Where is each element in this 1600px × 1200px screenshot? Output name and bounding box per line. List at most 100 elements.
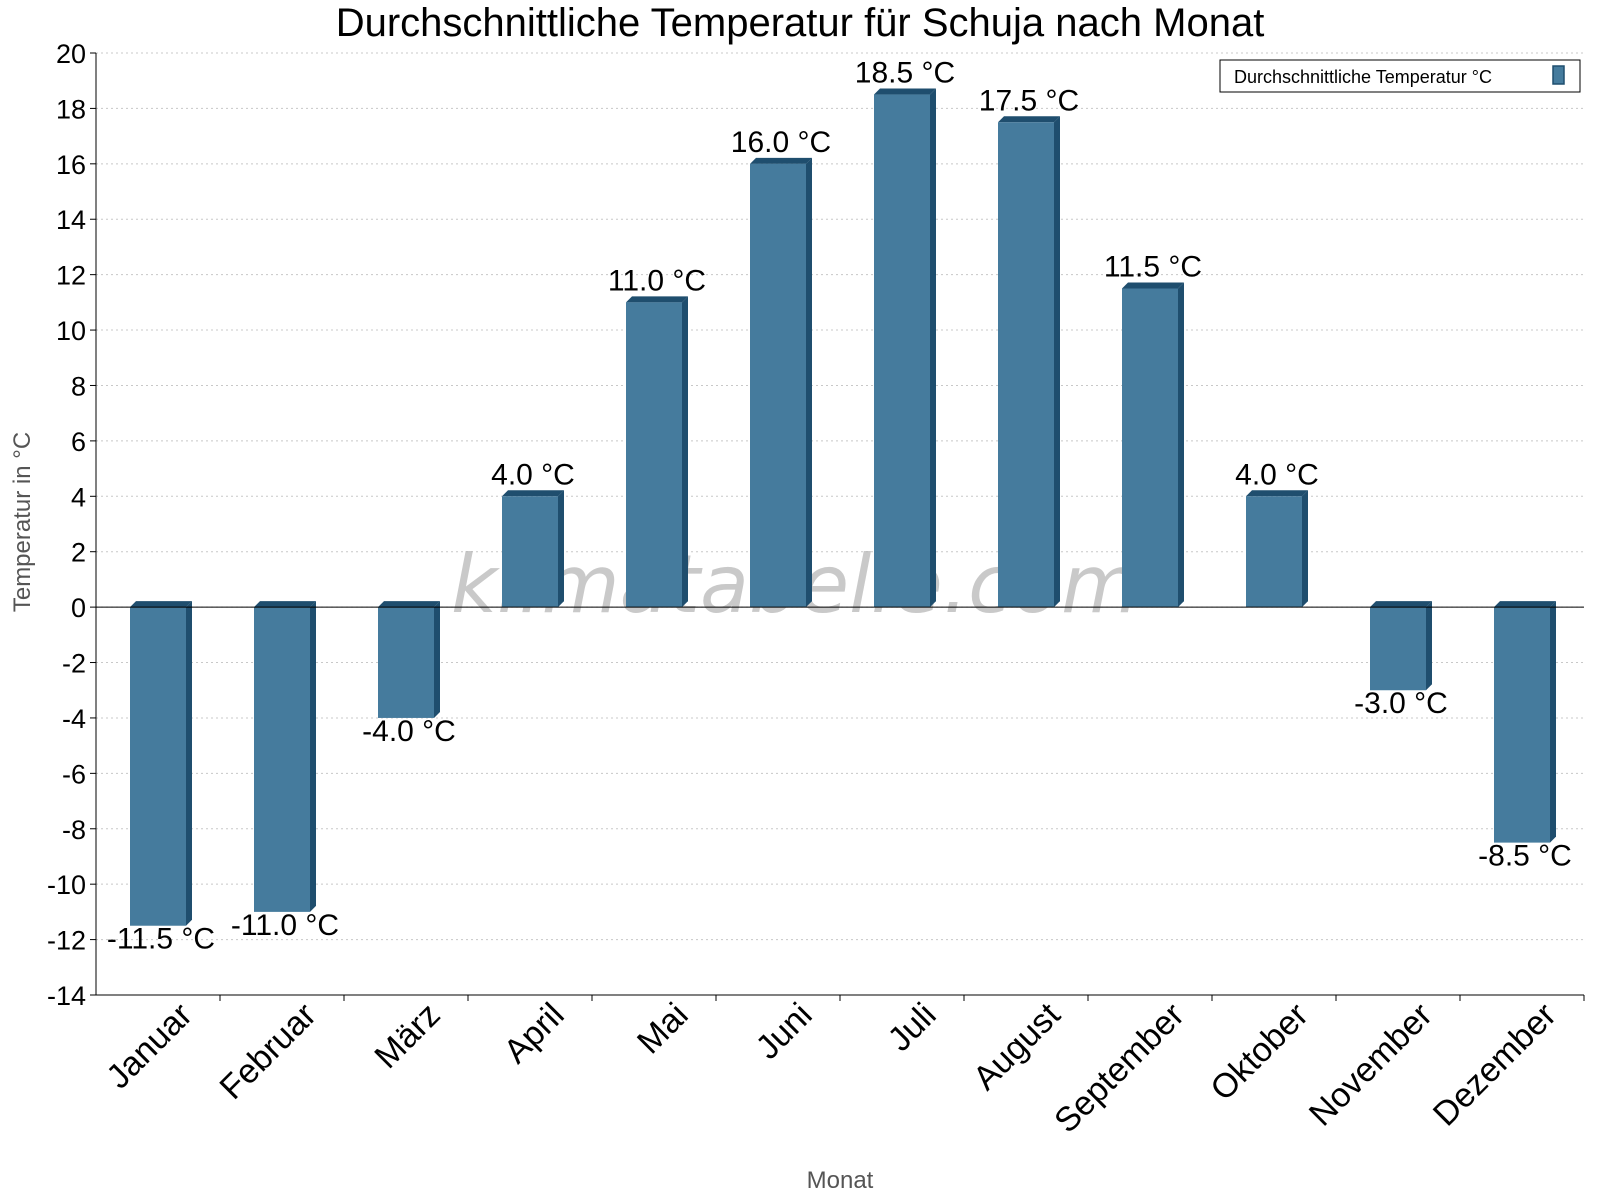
legend-label: Durchschnittliche Temperatur °C: [1234, 67, 1492, 87]
y-tick-label: -4: [62, 704, 86, 734]
y-tick-label: 8: [71, 371, 86, 401]
x-tick-label: Februar: [213, 996, 324, 1107]
bar-november: [1370, 601, 1432, 691]
x-tick-label: Juni: [749, 996, 820, 1067]
bar-side: [1054, 116, 1060, 608]
bar-front: [502, 496, 558, 608]
bar-front: [378, 607, 434, 718]
bar-side: [1550, 601, 1556, 843]
legend-swatch: [1552, 65, 1565, 85]
bar-oktober: [1246, 490, 1308, 608]
bar-side: [1426, 601, 1432, 691]
bar-top: [130, 601, 192, 608]
grid-lines: [96, 52, 1584, 996]
x-tick-label: November: [1302, 996, 1440, 1134]
y-tick-label: -10: [47, 870, 86, 900]
bar-januar: [130, 601, 192, 926]
chart-title: Durchschnittliche Temperatur für Schuja …: [336, 1, 1265, 45]
x-tick-label: Dezember: [1426, 996, 1564, 1134]
bar-mai: [626, 296, 688, 608]
bar-februar: [254, 601, 316, 912]
x-tick-label: März: [367, 996, 447, 1076]
data-label: 16.0 °C: [731, 126, 831, 159]
data-label: -11.5 °C: [107, 923, 215, 956]
bar-top: [502, 490, 564, 497]
bar-front: [130, 607, 186, 926]
y-tick-label: 16: [56, 150, 86, 180]
y-axis-label: Temperatur in °C: [9, 432, 36, 612]
bar-top: [254, 601, 316, 608]
y-tick-label: 6: [71, 427, 86, 457]
y-tick-label: -14: [47, 981, 86, 1011]
bar-top: [1246, 490, 1308, 497]
data-label: 17.5 °C: [979, 84, 1079, 117]
y-tick-label: -2: [62, 649, 86, 679]
y-tick-label: 12: [56, 261, 86, 291]
data-labels: -11.5 °C -11.0 °C -4.0 °C 4.0 °C 11.0 °C 16.0…: [107, 57, 1572, 956]
data-label: 4.0 °C: [1235, 458, 1319, 491]
bar-side: [310, 601, 316, 912]
x-tick-label: Oktober: [1203, 996, 1315, 1108]
bar-side: [1178, 282, 1184, 608]
bar-top: [378, 601, 440, 608]
bar-side: [806, 157, 812, 608]
bar-front: [874, 94, 930, 608]
x-tick-label: September: [1047, 996, 1191, 1140]
y-tick-label: -12: [47, 926, 86, 956]
y-tick-label: 20: [56, 39, 86, 69]
bar-top: [1370, 601, 1432, 608]
data-label: 11.5 °C: [1104, 251, 1202, 284]
bar-top: [998, 116, 1060, 123]
x-tick-label: Juli: [881, 996, 944, 1059]
x-tick-label: Mai: [630, 996, 696, 1062]
y-tick-label: 14: [56, 205, 86, 235]
data-label: -4.0 °C: [362, 715, 456, 748]
y-tick-label: 10: [56, 316, 86, 346]
bar-top: [626, 296, 688, 303]
bar-side: [682, 296, 688, 608]
bars: [130, 88, 1556, 926]
data-label: 4.0 °C: [491, 458, 575, 491]
bar-side: [1302, 490, 1308, 608]
bar-juni: [750, 157, 812, 608]
bar-front: [998, 122, 1054, 608]
bar-side: [434, 601, 440, 718]
bar-top: [750, 157, 812, 164]
bar-top: [874, 88, 936, 95]
bar-märz: [378, 601, 440, 718]
bar-front: [1122, 288, 1178, 608]
bar-august: [998, 116, 1060, 608]
bar-front: [1370, 607, 1426, 691]
data-label: -3.0 °C: [1354, 687, 1448, 720]
x-axis-label: Monat: [807, 1167, 874, 1194]
y-tick-label: 0: [71, 593, 86, 623]
bar-dezember: [1494, 601, 1556, 843]
legend: Durchschnittliche Temperatur °C: [1219, 59, 1581, 93]
y-tick-label: 2: [71, 538, 86, 568]
bar-top: [1122, 282, 1184, 289]
data-label: -11.0 °C: [231, 909, 339, 942]
bar-front: [1246, 496, 1302, 608]
bar-top: [1494, 601, 1556, 608]
bar-juli: [874, 88, 936, 608]
y-tick-label: -6: [62, 759, 86, 789]
bar-front: [1494, 607, 1550, 843]
bar-side: [930, 88, 936, 608]
data-label: 11.0 °C: [608, 264, 706, 297]
legend-box: [1219, 59, 1581, 93]
y-tick-label: -8: [62, 815, 86, 845]
x-tick-label: August: [966, 995, 1068, 1097]
bar-front: [750, 163, 806, 608]
data-label: -8.5 °C: [1478, 840, 1572, 873]
bar-side: [558, 490, 564, 608]
bar-september: [1122, 282, 1184, 608]
x-tick-label: April: [497, 996, 572, 1071]
bar-front: [626, 302, 682, 608]
bar-front: [254, 607, 310, 912]
x-tick-label: Januar: [99, 996, 199, 1096]
bar-side: [186, 601, 192, 926]
bar-april: [502, 490, 564, 608]
y-tick-label: 4: [71, 482, 86, 512]
